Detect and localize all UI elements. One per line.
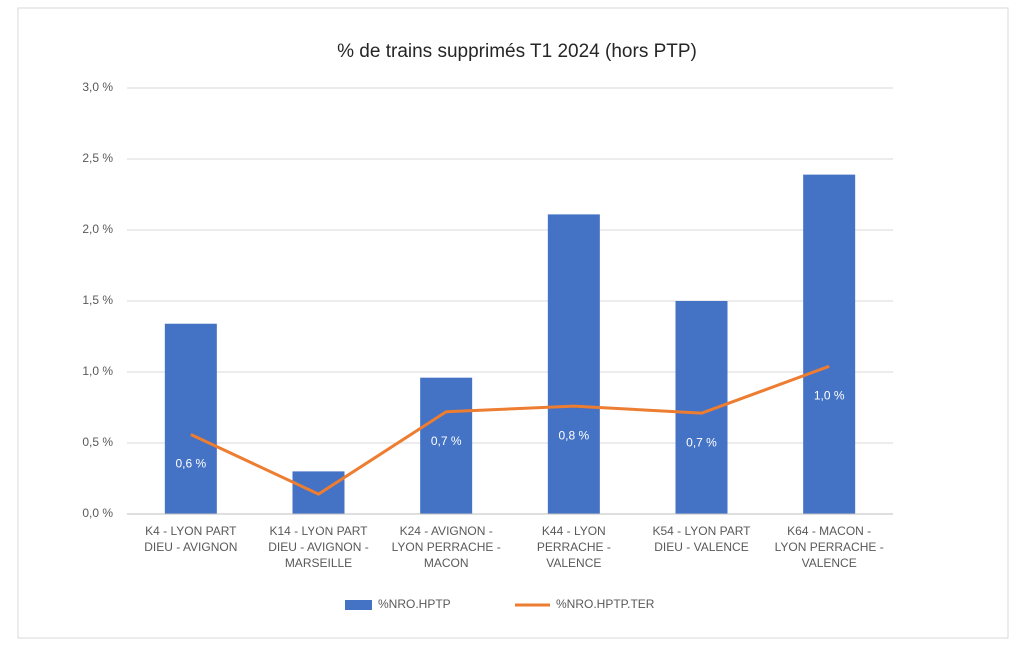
- data-label: 1,0 %: [814, 388, 845, 402]
- legend-label: %NRO.HPTP.TER: [556, 597, 655, 611]
- y-tick-label: 2,0 %: [82, 222, 113, 236]
- data-label: 0,7 %: [686, 435, 717, 449]
- data-label: 0,6 %: [175, 457, 206, 471]
- line: [190, 364, 830, 496]
- data-label: 0,8 %: [558, 428, 589, 442]
- y-tick-label: 0,0 %: [82, 506, 113, 520]
- legend-label: %NRO.HPTP: [378, 597, 451, 611]
- y-tick-label: 1,0 %: [82, 364, 113, 378]
- y-tick-label: 2,5 %: [82, 151, 113, 165]
- bar: [547, 214, 600, 514]
- x-tick-label: K44 - LYON PERRACHE -VALENCE: [537, 524, 611, 570]
- x-tick-label: K24 - AVIGNON -LYON PERRACHE -MACON: [392, 524, 501, 570]
- x-tick-label: K14 - LYON PART DIEU - AVIGNON -MARSEILLE: [268, 524, 368, 570]
- data-label: 0,1 %: [303, 516, 334, 530]
- data-label: 0,7 %: [431, 434, 462, 448]
- x-tick-label: K64 - MACON -LYON PERRACHE -VALENCE: [775, 524, 884, 570]
- y-tick-label: 3,0 %: [82, 80, 113, 94]
- y-tick-label: 1,5 %: [82, 293, 113, 307]
- bar: [803, 174, 856, 514]
- x-tick-label: K54 - LYON PART DIEU - VALENCE: [652, 524, 751, 554]
- bar: [164, 323, 217, 514]
- chart-title: % de trains supprimés T1 2024 (hors PTP): [337, 41, 697, 62]
- y-tick-label: 0,5 %: [82, 435, 113, 449]
- bar: [420, 377, 473, 514]
- x-tick-label: K4 - LYON PART DIEU - AVIGNON: [144, 524, 237, 554]
- legend-swatch: [345, 600, 372, 610]
